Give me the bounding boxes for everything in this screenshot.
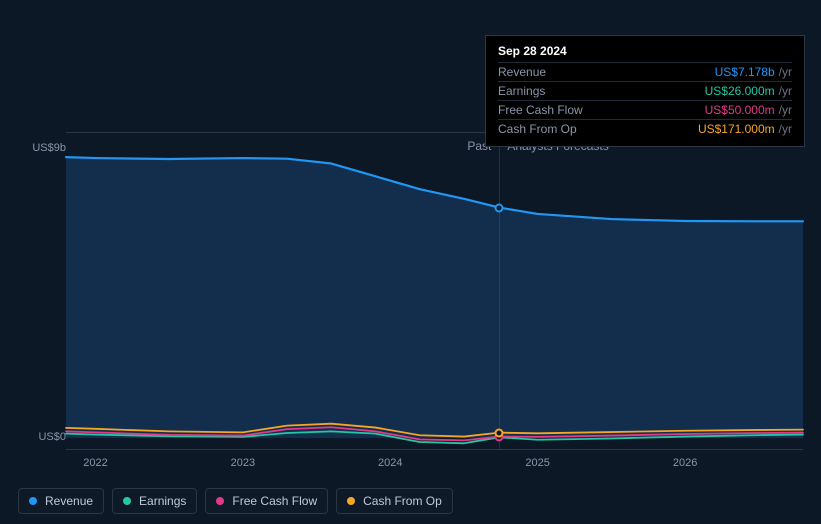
tooltip-row-value: US$7.178b [715,65,775,79]
legend-item-label: Revenue [45,494,93,508]
revenue-area [66,157,803,438]
x-axis-tick: 2023 [231,457,255,469]
fcf-color-icon [216,497,224,505]
revenue-marker [495,203,504,212]
legend-item-label: Free Cash Flow [232,494,317,508]
past-forecast-divider [499,133,500,449]
x-axis-tick: 2026 [673,457,697,469]
tooltip-row-unit: /yr [779,65,792,79]
legend-item-revenue[interactable]: Revenue [18,488,104,514]
cfo-marker [495,428,504,437]
tooltip-row-unit: /yr [779,122,792,136]
earnings-color-icon [123,497,131,505]
tooltip-row: Cash From Op US$171.000m/yr [498,119,792,138]
y-axis-tick: US$9b [32,142,66,154]
legend-item-fcf[interactable]: Free Cash Flow [205,488,328,514]
tooltip-row-label: Revenue [498,65,546,79]
tooltip-row-label: Earnings [498,84,545,98]
x-axis-tick: 2022 [83,457,107,469]
hover-tooltip: Sep 28 2024 Revenue US$7.178b/yr Earnings U… [485,35,805,147]
revenue-color-icon [29,497,37,505]
legend-item-label: Earnings [139,494,186,508]
tooltip-row-label: Free Cash Flow [498,103,583,117]
chart-svg [66,133,803,451]
tooltip-row-label: Cash From Op [498,122,577,136]
tooltip-row: Earnings US$26.000m/yr [498,81,792,100]
tooltip-row: Revenue US$7.178b/yr [498,62,792,81]
legend-item-cfo[interactable]: Cash From Op [336,488,453,514]
x-axis-tick: 2025 [525,457,549,469]
legend: Revenue Earnings Free Cash Flow Cash From O… [18,488,453,514]
legend-item-label: Cash From Op [363,494,442,508]
tooltip-row-value: US$171.000m [698,122,775,136]
legend-item-earnings[interactable]: Earnings [112,488,197,514]
tooltip-row-unit: /yr [779,84,792,98]
financials-chart: Past Analysts Forecasts 2022202320242025… [18,20,803,504]
plot-area[interactable]: Past Analysts Forecasts 2022202320242025… [66,132,803,450]
tooltip-row: Free Cash Flow US$50.000m/yr [498,100,792,119]
y-axis-tick: US$0 [38,431,66,443]
tooltip-row-value: US$26.000m [705,84,775,98]
tooltip-row-value: US$50.000m [705,103,775,117]
tooltip-date: Sep 28 2024 [498,44,792,58]
x-axis-tick: 2024 [378,457,402,469]
tooltip-row-unit: /yr [779,103,792,117]
cfo-color-icon [347,497,355,505]
